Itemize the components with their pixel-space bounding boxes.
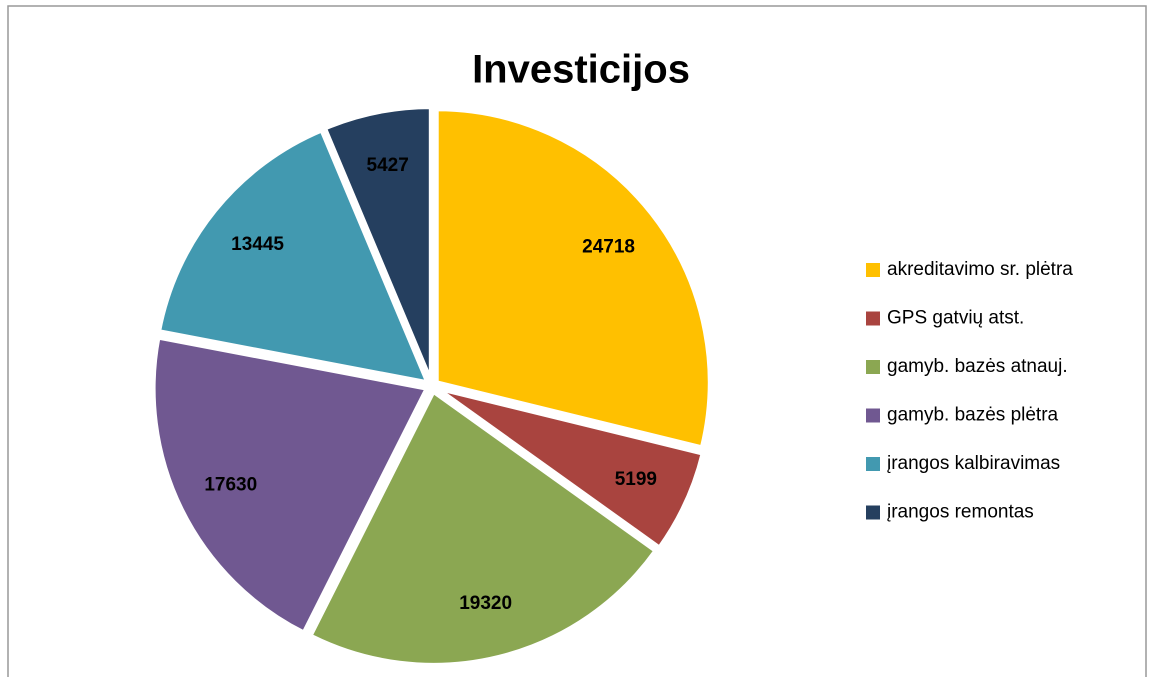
- data-label: 17630: [204, 474, 257, 495]
- data-label: 19320: [459, 593, 512, 614]
- data-label: 5199: [615, 469, 657, 490]
- legend-swatch: [866, 408, 880, 423]
- legend-label: įrangos remontas: [887, 502, 1034, 523]
- data-label: 5427: [367, 155, 409, 176]
- data-label: 13445: [231, 234, 284, 255]
- pie-slice: [151, 335, 430, 636]
- legend-label: GPS gatvių atst.: [887, 308, 1024, 329]
- data-label: 24718: [582, 237, 635, 258]
- legend-label: įrangos kalbiravimas: [887, 453, 1060, 474]
- pie-slice: [322, 105, 433, 381]
- chart-title: Investicijos: [472, 48, 690, 92]
- legend-swatch: [866, 457, 880, 471]
- legend-swatch: [866, 263, 880, 277]
- pie-slice: [434, 107, 712, 450]
- legend-label: gamyb. bazės plėtra: [887, 405, 1059, 426]
- legend-swatch: [866, 505, 880, 520]
- legend-label: akreditavimo sr. plėtra: [887, 259, 1073, 280]
- pie-slice: [156, 127, 431, 385]
- legend-swatch: [866, 360, 880, 374]
- legend-swatch: [866, 311, 880, 326]
- chart-frame: [7, 5, 1147, 677]
- pie-slice: [436, 386, 706, 551]
- pie-slice: [307, 388, 659, 667]
- legend-label: gamyb. bazės atnauj.: [887, 356, 1068, 377]
